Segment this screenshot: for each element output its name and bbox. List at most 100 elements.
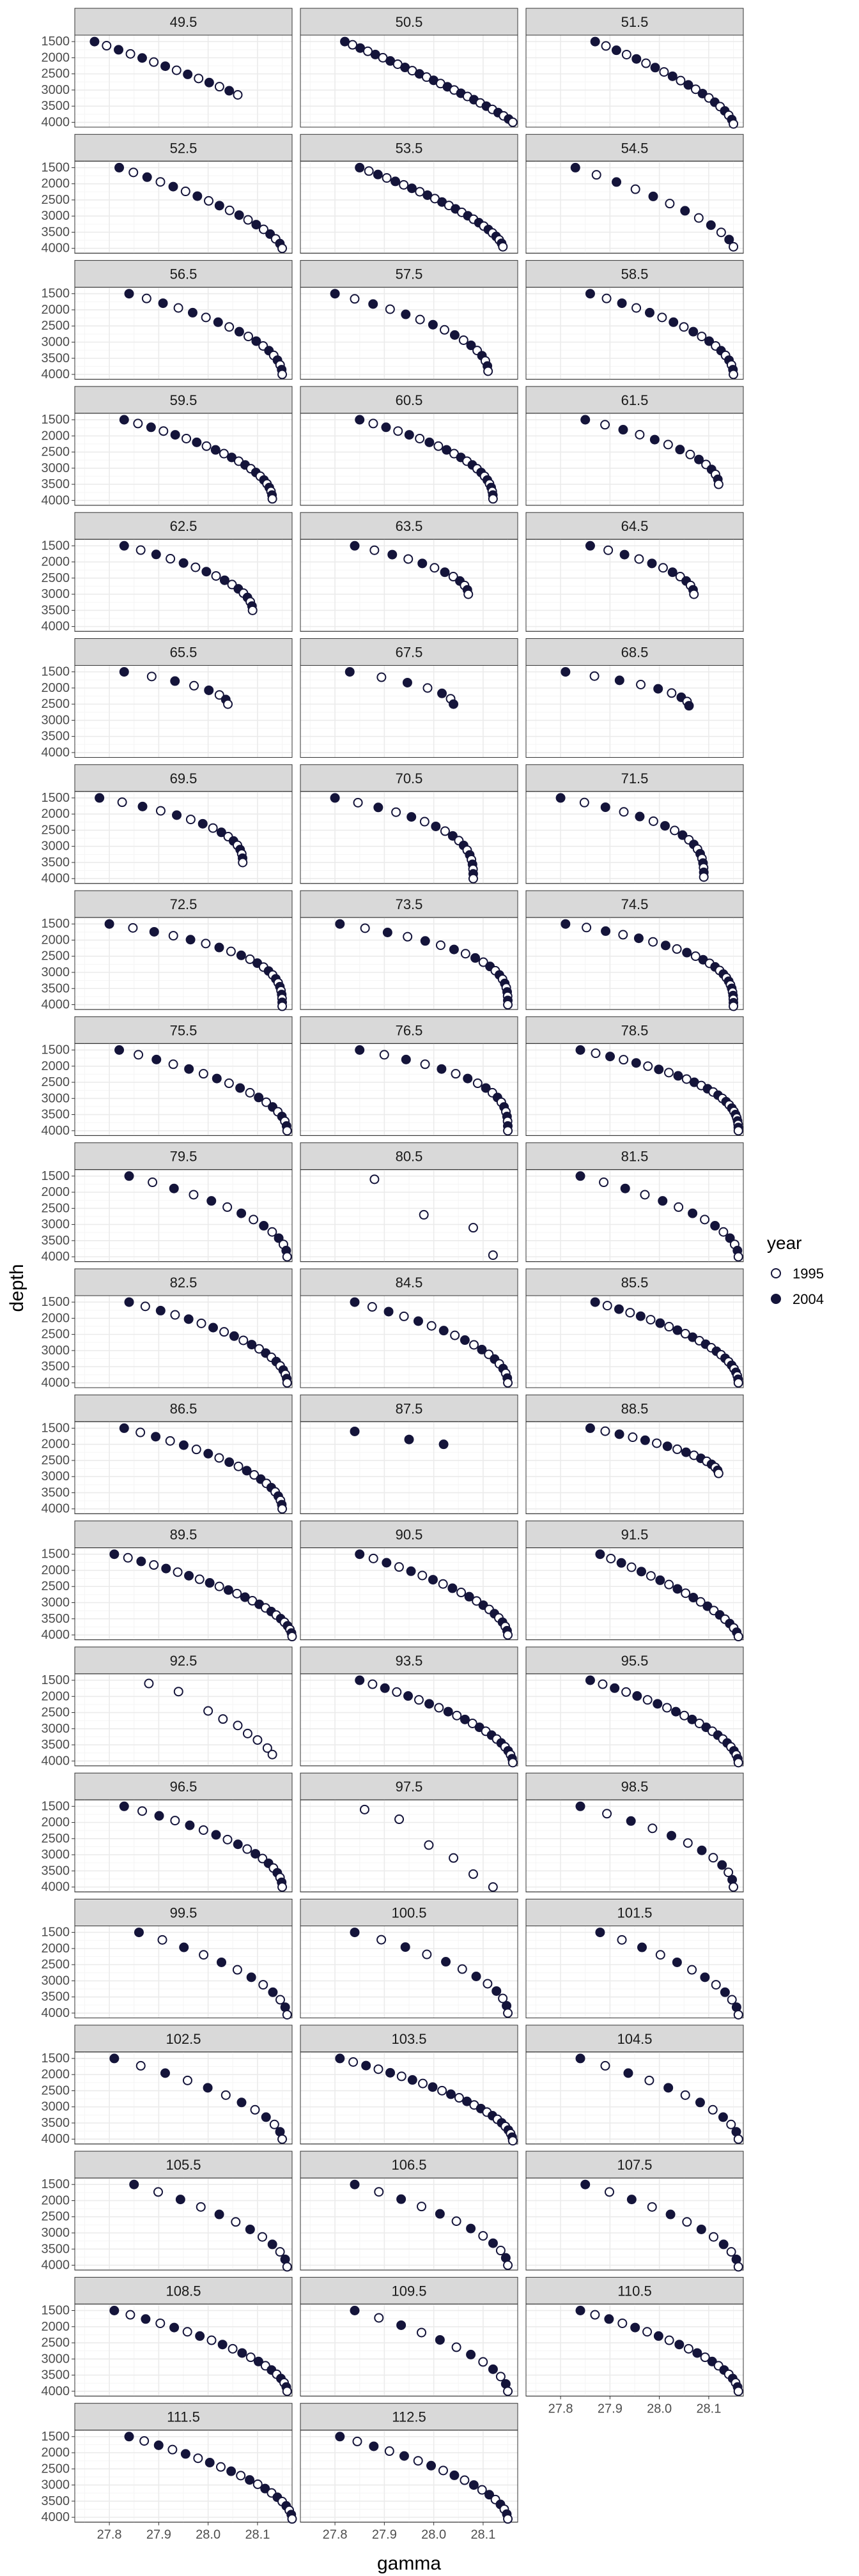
data-point-1995: [647, 2202, 657, 2212]
data-point-2004: [212, 1073, 222, 1084]
data-point-1995: [724, 1867, 734, 1878]
data-point-1995: [232, 1965, 242, 1975]
facet-strip: [300, 1016, 518, 1044]
facet-panel-108-5: 108.5 1500 2000 2500 3000 3500 4000: [42, 2276, 293, 2398]
data-point-2004: [184, 1064, 194, 1074]
y-tick-label: 1500: [42, 34, 70, 49]
data-point-2004: [631, 1058, 641, 1068]
y-tick-label: 1500: [42, 1799, 70, 1813]
data-point-1995: [733, 2009, 743, 2020]
facet-border: [300, 1926, 518, 2018]
y-tick-label: 3500: [42, 225, 70, 239]
facet-strip-label: 109.5: [391, 2283, 426, 2299]
facet-strip: [74, 1646, 293, 1675]
legend: year 1995 2004: [767, 1233, 824, 1307]
data-point-1995: [451, 1069, 461, 1079]
data-point-2004: [247, 1340, 257, 1350]
data-point-1995: [277, 369, 288, 379]
x-tick-label: 28.1: [696, 2402, 721, 2416]
data-point-1995: [683, 2343, 693, 2354]
data-point-2004: [229, 1331, 239, 1341]
x-tick-label: 28.0: [196, 2528, 221, 2542]
facet-strip-label: 98.5: [621, 1779, 649, 1795]
data-point-1995: [670, 825, 680, 836]
facet-panel-50-5: 50.5: [300, 8, 518, 128]
facet-border: [74, 2177, 293, 2271]
data-point-1995: [460, 949, 470, 959]
data-point-2004: [214, 201, 224, 211]
data-point-1995: [206, 2335, 217, 2345]
y-tick-label: 3000: [42, 587, 70, 601]
data-point-1995: [368, 1679, 378, 1689]
facet-border: [525, 791, 744, 884]
data-point-1995: [683, 1838, 693, 1848]
data-point-1995: [193, 2453, 203, 2464]
y-tick-label: 2500: [42, 1706, 70, 1720]
data-point-1995: [503, 1377, 513, 1388]
data-point-2004: [208, 1322, 219, 1333]
data-point-2004: [614, 1304, 624, 1314]
facet-border: [525, 160, 744, 254]
data-point-2004: [648, 191, 658, 201]
data-point-2004: [274, 1233, 284, 1243]
data-point-2004: [561, 667, 571, 677]
y-tick-label: 2000: [42, 1816, 70, 1830]
facet-strip: [525, 1521, 744, 1549]
data-point-1995: [125, 2310, 135, 2320]
data-point-1995: [433, 441, 444, 451]
data-point-2004: [104, 919, 114, 929]
facet-border: [74, 2303, 293, 2396]
data-point-1995: [468, 1223, 478, 1233]
y-tick-label: 2000: [42, 2067, 70, 2082]
data-point-1995: [468, 1869, 478, 1879]
y-tick-label: 1500: [42, 539, 70, 553]
data-point-1995: [708, 1853, 718, 1863]
facet-panel-99-5: 99.5 1500 2000 2500 3000 3500 4000: [42, 1899, 293, 2020]
facet-strip: [74, 1016, 293, 1044]
facet-panel-52-5: 52.5 1500 2000 2500 3000 3500 4000: [42, 134, 293, 256]
data-point-1995: [635, 429, 645, 440]
data-point-1995: [282, 2386, 292, 2396]
data-point-1995: [655, 1950, 665, 1960]
y-tick-label: 1500: [42, 2304, 70, 2318]
data-point-1995: [201, 939, 211, 949]
data-point-2004: [406, 1566, 416, 1576]
facet-border: [74, 2430, 293, 2523]
data-point-2004: [488, 2238, 498, 2248]
data-point-2004: [368, 299, 378, 309]
facet-panel-88-5: 88.5: [525, 1394, 744, 1514]
facet-panel-106-5: 106.5: [300, 2150, 518, 2271]
data-point-2004: [447, 1583, 458, 1593]
facet-panel-68-5: 68.5: [525, 638, 744, 758]
y-tick-label: 2000: [42, 1438, 70, 1452]
data-point-2004: [672, 1957, 682, 1967]
facet-panel-67-5: 67.5: [300, 638, 518, 758]
data-point-1995: [350, 294, 360, 304]
facet-strip-label: 58.5: [621, 266, 649, 282]
x-tick-label: 27.9: [372, 2528, 397, 2542]
y-tick-label: 1500: [42, 2177, 70, 2191]
data-point-2004: [124, 1171, 134, 1181]
facet-strip-label: 57.5: [396, 266, 423, 282]
facet-strip-label: 84.5: [396, 1275, 423, 1291]
data-point-1995: [369, 1174, 380, 1184]
data-point-2004: [491, 1986, 502, 1996]
y-tick-label: 2000: [42, 2446, 70, 2460]
facet-strip: [74, 386, 293, 414]
facet-strip-label: 76.5: [396, 1022, 423, 1038]
facet-strip-label: 75.5: [170, 1022, 197, 1038]
facet-strip: [74, 638, 293, 666]
data-point-2004: [179, 1942, 189, 1952]
facet-border: [525, 2303, 744, 2396]
data-point-1995: [646, 1315, 656, 1325]
data-point-1995: [392, 1687, 402, 1697]
data-point-1995: [460, 2475, 470, 2485]
facet-strip: [525, 1268, 744, 1296]
facet-panel-61-5: 61.5: [525, 386, 744, 506]
data-point-2004: [428, 1575, 438, 1585]
data-point-2004: [417, 558, 428, 569]
y-tick-label: 2500: [42, 571, 70, 585]
facet-panel-73-5: 73.5: [300, 890, 518, 1010]
facet-strip: [300, 1142, 518, 1170]
data-point-1995: [602, 1301, 612, 1311]
